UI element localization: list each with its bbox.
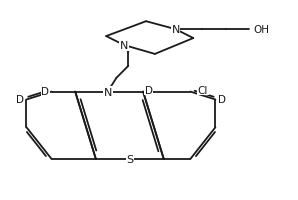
Text: D: D [41,86,49,96]
Text: OH: OH [254,25,270,35]
Text: N: N [171,25,180,35]
Text: N: N [120,41,128,51]
Text: D: D [145,85,153,95]
Text: D: D [16,95,24,105]
Text: D: D [218,95,226,105]
Text: S: S [126,154,134,164]
Text: N: N [103,87,112,97]
Text: Cl: Cl [198,85,208,95]
